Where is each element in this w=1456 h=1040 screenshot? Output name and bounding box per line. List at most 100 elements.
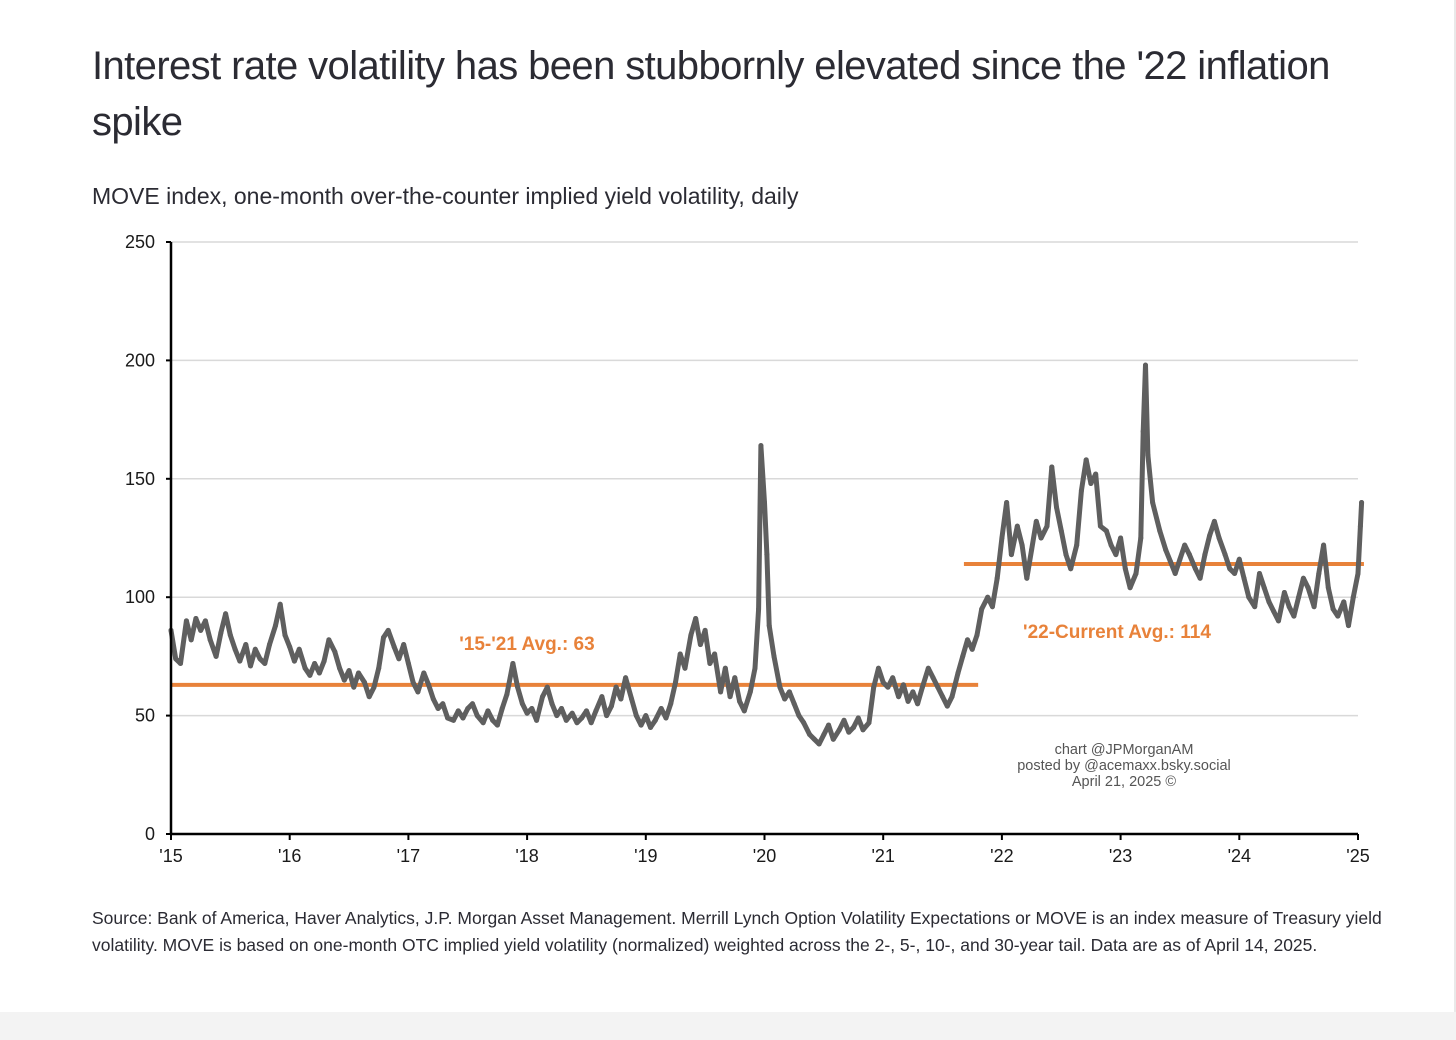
data-point-83 (579, 715, 585, 721)
data-point-87 (599, 694, 605, 700)
data-point-239 (1335, 613, 1341, 619)
data-point-232 (1300, 575, 1306, 581)
data-point-45 (391, 644, 397, 650)
axes (166, 241, 1359, 840)
data-point-10 (218, 630, 224, 636)
data-point-134 (821, 732, 827, 738)
data-point-174 (1019, 542, 1025, 548)
data-point-126 (782, 696, 788, 702)
data-point-105 (688, 632, 694, 638)
data-point-23 (282, 632, 288, 638)
data-point-13 (232, 646, 238, 652)
data-point-236 (1321, 542, 1327, 548)
data-point-18 (257, 656, 263, 662)
annotations: '15-'21 Avg.: 63 '22-Current Avg.: 114 cha… (459, 622, 1230, 790)
data-point-168 (989, 604, 995, 610)
data-point-209 (1186, 552, 1192, 558)
data-point-90 (613, 684, 619, 690)
data-point-177 (1033, 518, 1039, 524)
data-point-119 (756, 606, 762, 612)
data-point-171 (1004, 499, 1010, 505)
data-point-77 (549, 701, 555, 707)
data-point-213 (1207, 533, 1213, 539)
data-point-233 (1305, 585, 1311, 591)
data-point-205 (1167, 559, 1173, 565)
data-point-208 (1182, 542, 1188, 548)
data-point-57 (451, 717, 457, 723)
data-point-169 (994, 575, 1000, 581)
x-tick-label-2025: '25 (1346, 846, 1369, 866)
data-point-145 (875, 665, 881, 671)
data-point-120 (758, 443, 764, 449)
data-point-193 (1113, 552, 1119, 558)
x-tick-label-2018: '18 (515, 846, 538, 866)
data-point-141 (855, 715, 861, 721)
data-point-54 (435, 705, 441, 711)
y-tick-label-200: 200 (125, 350, 155, 370)
data-point-112 (722, 665, 728, 671)
data-point-230 (1291, 613, 1297, 619)
data-point-159 (944, 703, 950, 709)
data-point-211 (1197, 575, 1203, 581)
data-point-219 (1236, 556, 1242, 562)
data-point-198 (1138, 535, 1144, 541)
data-point-72 (524, 710, 530, 716)
data-point-24 (287, 644, 293, 650)
data-point-240 (1341, 599, 1347, 605)
data-point-40 (366, 694, 372, 700)
data-point-79 (559, 705, 565, 711)
data-point-91 (618, 696, 624, 702)
data-point-25 (291, 658, 297, 664)
data-point-188 (1088, 481, 1094, 487)
data-point-70 (515, 684, 521, 690)
data-point-195 (1122, 566, 1128, 572)
data-point-8 (207, 637, 213, 643)
data-point-135 (826, 722, 832, 728)
data-point-46 (396, 656, 402, 662)
data-point-36 (346, 668, 352, 674)
data-point-106 (693, 616, 699, 622)
data-point-136 (830, 736, 836, 742)
data-point-107 (697, 642, 703, 648)
data-point-22 (277, 601, 283, 607)
data-point-67 (499, 705, 505, 711)
data-point-194 (1118, 535, 1124, 541)
data-point-39 (361, 679, 367, 685)
data-point-190 (1097, 523, 1103, 529)
data-point-68 (504, 691, 510, 697)
credit-annotation-1: posted by @acemaxx.bsky.social (1017, 758, 1231, 774)
data-point-176 (1029, 547, 1035, 553)
data-point-238 (1330, 606, 1336, 612)
data-point-149 (896, 694, 902, 700)
data-point-55 (440, 701, 446, 707)
data-point-137 (836, 727, 842, 733)
data-point-99 (658, 705, 664, 711)
data-point-60 (465, 705, 471, 711)
data-point-33 (332, 649, 338, 655)
data-point-32 (326, 637, 332, 643)
data-point-155 (925, 665, 931, 671)
data-point-222 (1252, 604, 1258, 610)
data-point-184 (1068, 566, 1074, 572)
data-point-66 (494, 722, 500, 728)
data-point-146 (880, 679, 886, 685)
data-point-82 (574, 720, 580, 726)
data-point-138 (841, 717, 847, 723)
data-point-124 (771, 653, 777, 659)
data-point-182 (1058, 528, 1064, 534)
data-point-118 (752, 665, 758, 671)
data-point-241 (1346, 623, 1352, 629)
data-point-110 (712, 651, 718, 657)
data-point-26 (296, 646, 302, 652)
data-point-150 (900, 682, 906, 688)
data-point-58 (455, 708, 461, 714)
data-point-95 (638, 722, 644, 728)
data-point-28 (307, 672, 313, 678)
data-point-92 (623, 675, 629, 681)
data-point-234 (1311, 604, 1317, 610)
data-point-127 (786, 689, 792, 695)
data-point-35 (341, 677, 347, 683)
move-index-chart: 0 50 100 150 200 250 '15 '16 '17 '18 '19 '20 '21 '22 '… (125, 232, 1370, 866)
data-point-154 (919, 684, 925, 690)
data-point-199 (1140, 428, 1146, 434)
